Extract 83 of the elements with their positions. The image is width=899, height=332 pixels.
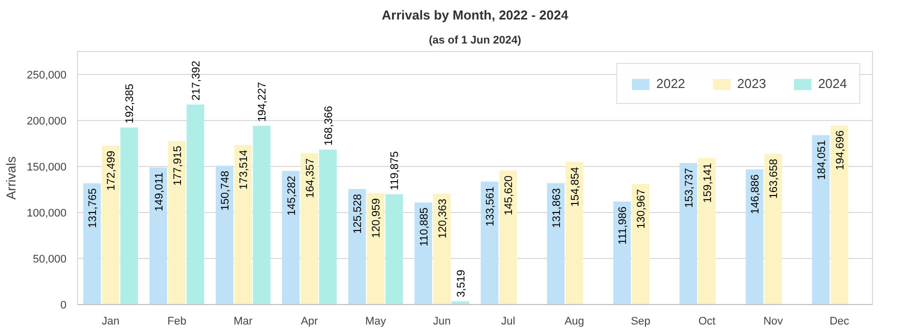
bar [547,183,565,304]
bar [102,146,120,304]
x-tick-label: May [365,316,387,328]
bar [632,184,650,304]
data-label: 133,561 [484,186,497,226]
bar [348,189,366,304]
legend-label: 2023 [737,76,766,91]
data-label: 153,737 [683,168,696,208]
bar [812,135,830,304]
y-tick-label: 100,000 [26,208,67,220]
data-label: 110,885 [418,207,430,246]
data-label: 154,854 [569,167,582,207]
data-label: 131,765 [87,188,100,228]
data-label: 173,514 [238,150,250,190]
bar [764,154,782,304]
y-tick-label: 250,000 [26,70,67,82]
data-label: 145,620 [503,176,516,216]
x-tick-label: Oct [698,316,716,328]
bar [698,158,716,304]
data-label: 149,011 [153,172,166,212]
data-label: 194,227 [256,82,269,122]
legend-label: 2024 [818,76,847,91]
data-label: 192,385 [124,84,136,124]
x-tick-label: Jan [102,316,120,328]
x-tick-label: Nov [763,316,784,328]
data-label: 159,141 [702,163,714,203]
data-label: 130,967 [636,189,648,229]
x-tick-label: Sep [630,316,650,328]
data-label: 120,959 [370,198,383,238]
bar [480,182,498,304]
data-label: 146,886 [750,174,762,214]
data-label: 119,875 [389,151,402,190]
bar [830,125,848,304]
bar [319,150,337,304]
bar [566,162,584,304]
y-tick-label: 50,000 [32,254,67,266]
bar [385,194,403,304]
y-axis-title: Arrivals [4,156,19,200]
data-label: 172,499 [106,150,118,191]
data-label: 168,366 [322,106,335,146]
x-tick-label: Apr [300,316,318,328]
data-label: 3,519 [455,270,468,298]
bar [216,166,234,304]
y-tick-label: 150,000 [26,162,67,174]
chart-title: Arrivals by Month, 2022 - 2024 [382,8,569,22]
bar [120,128,138,304]
data-label: 125,528 [352,194,364,234]
chart-subtitle: (as of 1 Jun 2024) [428,34,522,46]
data-label: 217,392 [190,60,202,100]
data-label: 131,863 [550,188,563,228]
bar [234,144,252,304]
bar [186,104,204,304]
bar [252,126,270,304]
data-label: 163,658 [768,158,780,199]
data-label: 164,357 [304,158,316,198]
data-label: 111,986 [617,206,630,245]
bar [499,170,517,304]
x-tick-label: Jul [501,316,516,328]
bar [168,140,186,304]
x-tick-label: Aug [564,316,584,328]
y-tick-label: 200,000 [26,116,67,128]
bar [366,193,384,304]
legend-label: 2022 [656,76,686,91]
x-tick-label: Dec [830,316,850,328]
bar [433,194,451,304]
bar [83,183,101,304]
data-label: 150,748 [220,170,232,211]
data-label: 177,915 [172,146,184,186]
x-tick-label: Jun [433,316,451,328]
bar [414,202,432,304]
x-tick-label: Mar [234,316,253,328]
data-label: 194,696 [834,130,846,170]
data-label: 184,051 [816,140,828,180]
data-label: 145,282 [286,176,298,216]
bar [746,169,764,304]
bar [282,170,300,304]
bar [300,153,318,304]
y-tick-label: 0 [60,300,67,312]
bar [150,167,168,304]
bar [680,163,698,304]
data-label: 120,363 [436,198,449,239]
bar [613,201,631,304]
x-tick-label: Feb [167,316,186,328]
